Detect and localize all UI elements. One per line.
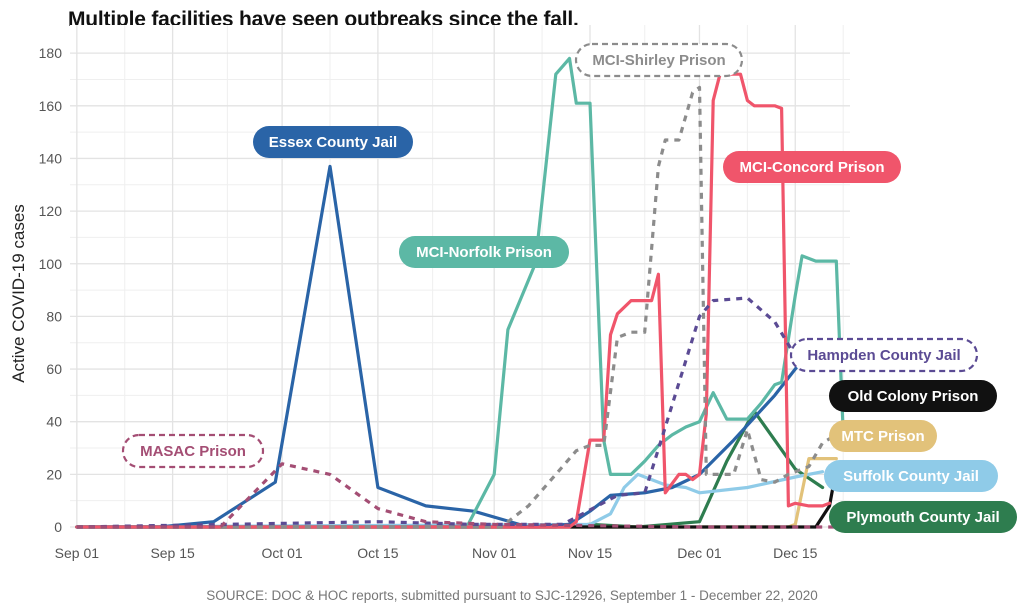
label-pill — [789, 337, 979, 373]
label-pill — [723, 151, 901, 183]
x-tick-label: Nov 01 — [472, 545, 517, 561]
label-suffolk-county-jail: Suffolk County Jail — [824, 460, 998, 492]
y-tick-label: 160 — [39, 98, 63, 114]
label-text: MASAC Prison — [140, 443, 246, 460]
label-pill — [253, 126, 413, 158]
label-pill — [574, 42, 744, 78]
y-tick-label: 40 — [46, 414, 62, 430]
x-tick-label: Oct 01 — [261, 545, 302, 561]
series-line-mci-concord-prison — [75, 72, 832, 529]
x-tick-label: Nov 15 — [568, 545, 613, 561]
label-essex-county-jail: Essex County Jail — [253, 126, 413, 158]
x-tick-label: Dec 15 — [773, 545, 818, 561]
series-line-hampden-county-jail — [76, 296, 797, 529]
series-line-mci-norfolk-prison — [75, 56, 845, 529]
label-text: Old Colony Prison — [848, 388, 979, 405]
label-mci-shirley-prison: MCI-Shirley Prison — [574, 42, 744, 78]
y-axis-title: Active COVID-19 cases — [9, 204, 28, 383]
label-text: MCI-Norfolk Prison — [416, 244, 552, 261]
y-tick-label: 140 — [39, 150, 63, 166]
label-mtc-prison: MTC Prison — [829, 420, 937, 452]
label-mci-concord-prison: MCI-Concord Prison — [723, 151, 901, 183]
label-pill — [121, 433, 265, 469]
label-text: Essex County Jail — [269, 134, 397, 151]
x-tick-label: Sep 15 — [150, 545, 195, 561]
label-pill — [829, 380, 997, 412]
y-tick-label: 180 — [39, 45, 63, 61]
y-tick-label: 120 — [39, 203, 63, 219]
series-line-mci-shirley-prison — [76, 85, 838, 529]
label-old-colony-prison: Old Colony Prison — [829, 380, 997, 412]
label-text: MCI-Concord Prison — [740, 159, 885, 176]
y-tick-label: 100 — [39, 256, 63, 272]
label-text: MTC Prison — [841, 428, 924, 445]
source-note: SOURCE: DOC & HOC reports, submitted pur… — [206, 588, 818, 603]
label-text: Hampden County Jail — [807, 347, 960, 364]
y-tick-label: 60 — [46, 361, 62, 377]
label-text: Suffolk County Jail — [843, 468, 979, 485]
label-mci-norfolk-prison: MCI-Norfolk Prison — [399, 236, 569, 268]
label-hampden-county-jail: Hampden County Jail — [789, 337, 979, 373]
label-text: Plymouth County Jail — [846, 509, 999, 526]
label-pill — [399, 236, 569, 268]
label-plymouth-county-jail: Plymouth County Jail — [829, 501, 1017, 533]
y-tick-label: 0 — [54, 519, 62, 535]
y-tick-label: 20 — [46, 466, 62, 482]
label-text: MCI-Shirley Prison — [592, 52, 725, 69]
y-tick-label: 80 — [46, 308, 62, 324]
series-line-masac-prison — [76, 462, 837, 529]
x-tick-label: Dec 01 — [677, 545, 722, 561]
label-pill — [829, 501, 1017, 533]
label-masac-prison: MASAC Prison — [121, 433, 265, 469]
label-pill — [824, 460, 998, 492]
x-tick-label: Sep 01 — [55, 545, 100, 561]
label-pill — [829, 420, 937, 452]
x-tick-label: Oct 15 — [357, 545, 398, 561]
